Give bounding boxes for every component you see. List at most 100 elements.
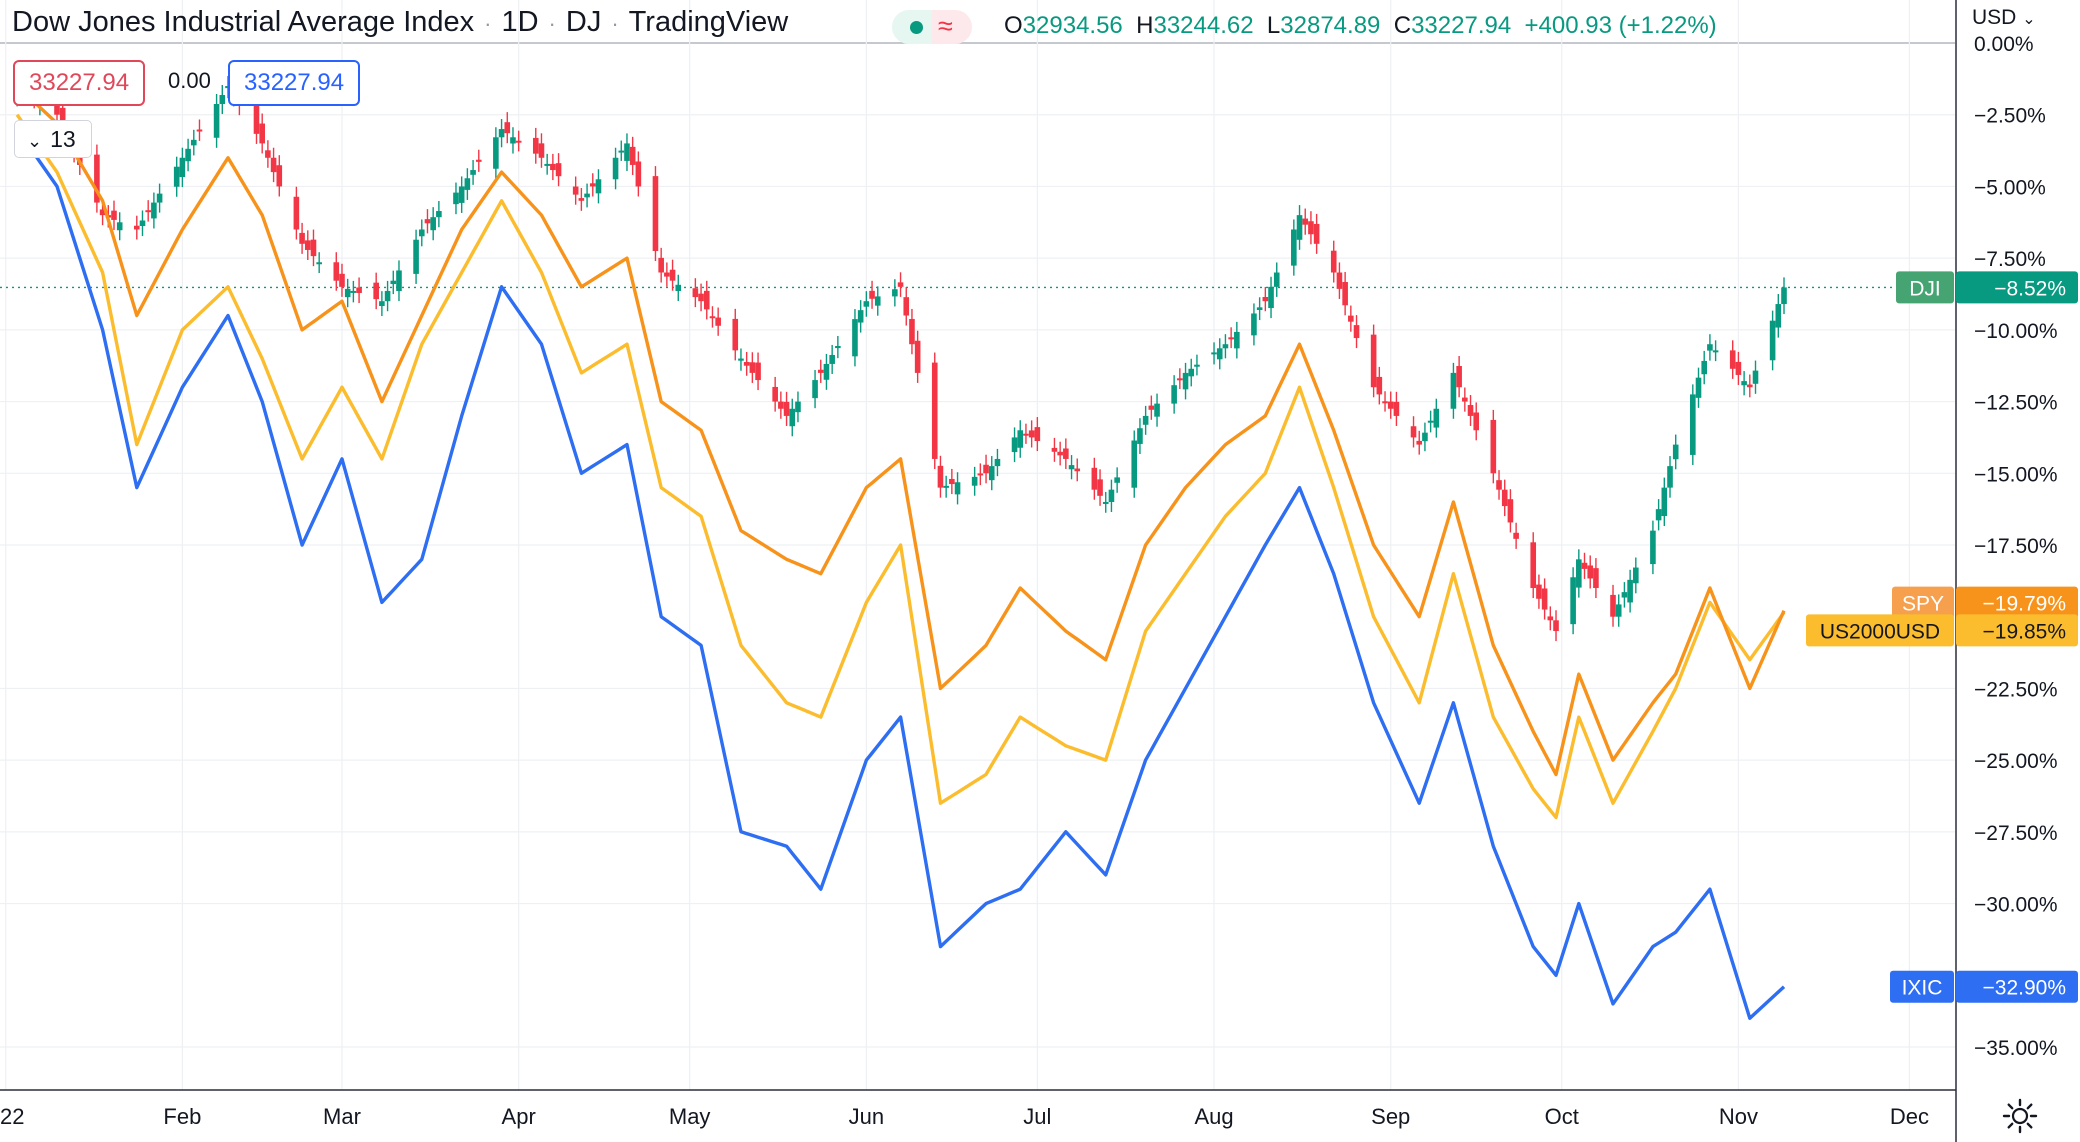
high-label: H [1136,12,1154,39]
dji-candle-body [1228,337,1234,340]
dji-candle-body [470,170,476,175]
symbol-interval: 1D [501,6,539,38]
dji-candle-body [1496,480,1502,490]
dji-candle-body [1234,331,1240,349]
dji-candle-body [1131,440,1138,488]
dji-candle-body [1456,366,1462,388]
y-tick-label: −27.50% [1974,822,2058,845]
dji-candle-body [1382,401,1388,404]
series-name-tag [1890,970,1954,1003]
dji-candle-body [994,458,1001,467]
series-name-tag [1806,614,1954,647]
dji-candle-body [1308,221,1314,235]
dji-candle-body [1576,559,1582,588]
dji-candle-body [823,363,830,380]
sell-button[interactable]: 33227.94 [13,60,146,106]
dji-candle-body [390,280,397,285]
price-axis[interactable]: 0.00% −2.50% −5.00% −7.50% −10.00% −12.50% −15… [1806,0,2078,1142]
currency-selector[interactable]: USD ⌄ [1972,6,2036,30]
y-tick-label: −30.00% [1974,894,2058,917]
dji-candle-body [299,232,305,244]
currency-label: USD [1972,6,2017,29]
dji-candle-body [225,86,231,89]
y-tick-label: 0.00% [1974,33,2034,56]
dji-candle-body [1781,287,1787,305]
dji-candle-body [139,220,146,227]
dji-candle-body [1302,218,1309,225]
buy-button[interactable]: 33227.94 [228,60,361,106]
dji-candle-body [430,217,436,231]
dji-candle-body [863,301,870,307]
dji-candle-body [276,165,283,187]
dji-candle-body [219,95,226,104]
dji-candle-body [572,186,579,195]
dji-candle-body [1188,368,1195,377]
dji-candle-body [1610,594,1616,617]
open-label: O [1004,12,1023,39]
series-name-label: DJI [1909,277,1941,300]
indicator-count: 13 [50,126,76,152]
x-tick-label: Oct [1545,1104,1579,1129]
dji-candle-body [743,361,750,366]
dji-candle-body [379,301,385,307]
series-name-tag [1896,271,1954,304]
dji-candle-body [54,102,60,115]
dji-candle-body [1633,567,1639,584]
dji-candle-body [1348,315,1354,322]
settings-gear-icon[interactable] [2000,1096,2040,1136]
symbol-title: Dow Jones Industrial Average Index [12,6,475,38]
series-value-tag [1956,970,2078,1003]
y-tick-label: −35.00% [1974,1037,2058,1060]
x-tick-label: Nov [1719,1104,1758,1129]
dji-candle-body [1672,444,1679,460]
dji-candle-body [624,143,630,161]
dji-candle-body [1034,427,1041,442]
dji-candle-body [1023,433,1029,436]
dji-candle-body [1707,344,1713,351]
y-tick-label: −15.00% [1974,463,2058,486]
y-tick-label: −25.00% [1974,750,2058,773]
x-tick-label: Dec [1890,1104,1929,1129]
indicators-collapse-button[interactable]: ⌄ 13 [14,120,92,158]
dji-candle-body [1216,348,1223,360]
market-status-pill[interactable]: ≈ [892,10,972,44]
x-tick-label: Jun [849,1104,884,1129]
dji-candle-body [1177,378,1183,381]
dji-candle-body [270,157,277,173]
dji-candle-body [1108,489,1115,502]
dji-candle-body [344,288,351,298]
dji-candle-body [151,202,157,219]
dji-candle-body [1330,250,1337,273]
dji-candle-body [145,210,151,213]
dji-candle-body [652,176,659,251]
dji-candle-body [1422,432,1428,442]
dji-candle-body [852,319,858,357]
low-value: 32874.89 [1280,12,1381,39]
dji-candle-body [698,293,704,302]
dji-candle-body [1091,467,1098,490]
dji-candle-body [373,282,379,300]
dji-candle-body [1473,412,1480,431]
dji-candle-body [715,317,721,326]
dji-candle-body [1068,465,1075,470]
dji-candle-body [1650,530,1656,565]
chart-grid [0,0,1955,1090]
dji-candle-body [1142,415,1149,425]
series-name-label: SPY [1902,593,1944,616]
symbol-header[interactable]: Dow Jones Industrial Average Index · 1D · DJ… [12,6,788,39]
dji-candle-body [173,166,180,187]
dji-candle-body [931,362,938,459]
time-axis[interactable]: 22 Feb Mar Apr May Jun Jul Aug Sep Oct Nov Dec [0,1089,1956,1129]
dji-candle-body [1462,397,1468,402]
dji-candle-body [413,239,419,274]
x-tick-label: 22 [0,1104,24,1129]
dji-candle-body [133,225,140,230]
series-name-tag [1892,586,1954,619]
dji-candle-body [1695,377,1702,398]
dji-candle-body [703,290,710,310]
dji-candle-body [293,196,300,230]
dji-candle-body [869,290,875,299]
close-label: C [1393,12,1412,39]
dji-candle-body [954,482,961,495]
